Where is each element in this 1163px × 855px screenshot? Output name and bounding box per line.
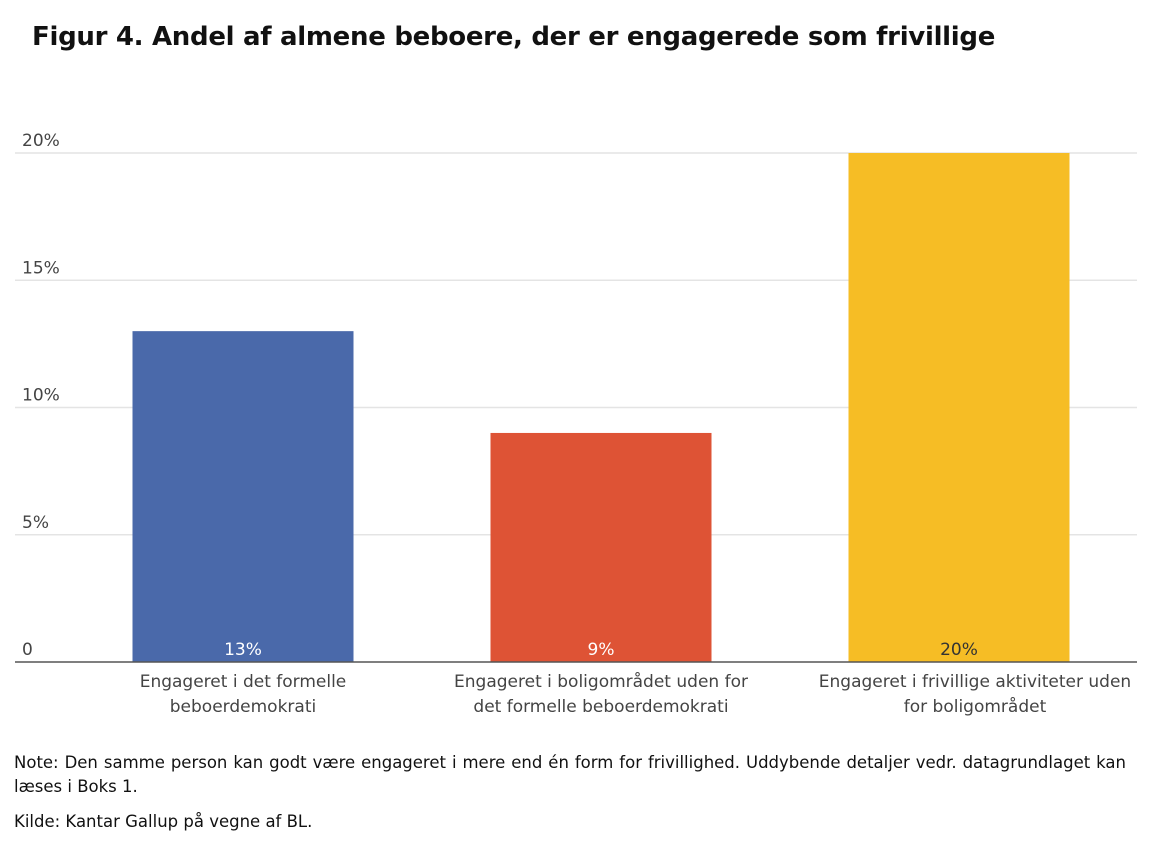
y-tick-label: 20%	[22, 131, 60, 151]
y-tick-label: 5%	[22, 513, 49, 533]
y-tick-label: 15%	[22, 258, 60, 278]
data-label-2: 9%	[588, 640, 615, 660]
bar-2	[490, 432, 712, 662]
x-axis-labels: Engageret i det formelle beboerdemokrati E…	[140, 671, 1132, 717]
x-tick-label-3: Engageret i frivillige aktiviteter uden	[819, 672, 1131, 692]
figure-note: Note: Den samme person kan godt være eng…	[14, 753, 1126, 796]
x-tick-label-2: det formelle beboerdemokrati	[473, 697, 728, 717]
data-label-3: 20%	[940, 640, 978, 660]
y-axis-ticks: 0 5% 10% 15% 20%	[22, 131, 60, 660]
y-tick-label: 0	[22, 640, 33, 660]
x-tick-label-1: beboerdemokrati	[170, 697, 316, 717]
figure-title: Figur 4. Andel af almene beboere, der er…	[32, 22, 996, 52]
x-tick-label-1: Engageret i det formelle	[140, 672, 347, 692]
data-labels: 13% 9% 20%	[224, 640, 978, 660]
data-label-1: 13%	[224, 640, 262, 660]
bar-1	[132, 331, 354, 662]
x-tick-label-2: Engageret i boligområdet uden for	[454, 671, 748, 692]
y-tick-label: 10%	[22, 386, 60, 406]
bars	[132, 153, 1070, 662]
figure-source: Kilde: Kantar Gallup på vegne af BL.	[14, 812, 313, 831]
x-tick-label-3: for boligområdet	[904, 696, 1047, 717]
bar-3	[848, 153, 1070, 662]
bar-chart: 0 5% 10% 15% 20% 13% 9% 20% Engageret i det fo…	[15, 131, 1137, 717]
